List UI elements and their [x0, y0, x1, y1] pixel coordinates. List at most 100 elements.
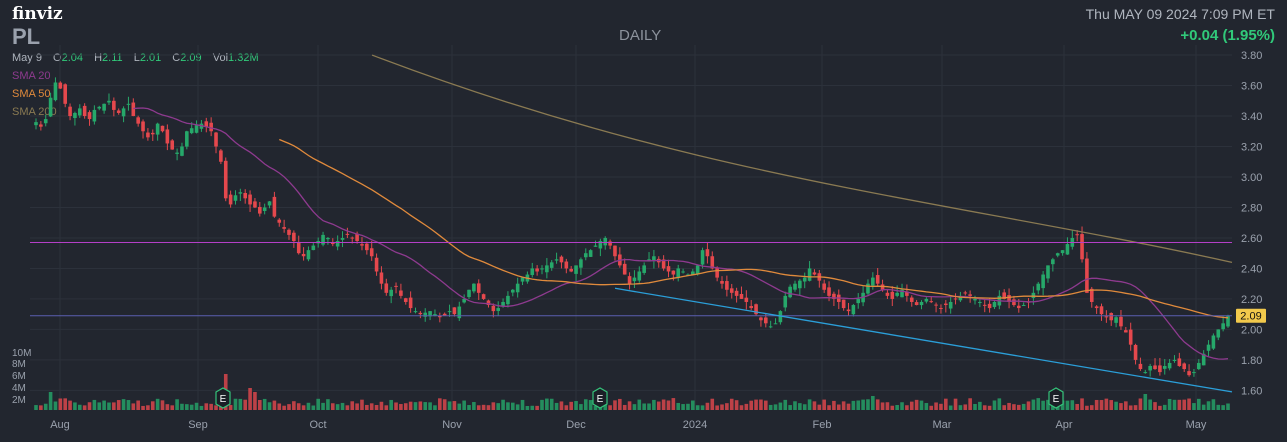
volume-bar: [267, 402, 272, 410]
candle-body: [749, 306, 753, 309]
candle-body: [914, 302, 919, 306]
volume-bar: [1109, 400, 1114, 410]
volume-tick-label: 8M: [12, 359, 26, 370]
volume-bar: [554, 402, 559, 410]
candle-body: [209, 122, 213, 132]
candle-body: [822, 283, 826, 290]
candle-body: [1226, 315, 1230, 327]
y-tick-label: 3.40: [1241, 111, 1262, 123]
candle-body: [185, 131, 189, 147]
volume-bar: [452, 401, 457, 410]
candle-body: [1036, 283, 1041, 291]
volume-tick-label: 4M: [12, 383, 26, 394]
volume-bar: [506, 402, 510, 410]
candle-body: [491, 305, 496, 312]
earnings-marker-label: E: [1053, 394, 1060, 405]
volume-bar: [287, 404, 291, 410]
finviz-logo[interactable]: finviz: [12, 4, 63, 24]
volume-bar: [107, 402, 111, 410]
candle-body: [472, 283, 476, 292]
volume-bar: [350, 401, 355, 410]
volume-bar: [700, 405, 705, 410]
earnings-marker: E: [215, 387, 231, 409]
x-tick-label: Nov: [442, 419, 462, 431]
candle-body: [579, 259, 583, 268]
y-tick-label: 2.00: [1241, 324, 1262, 336]
candle-body: [146, 132, 150, 138]
volume-bar: [155, 398, 160, 410]
candle-body: [374, 257, 379, 272]
legend-sma-50: SMA 50: [12, 88, 51, 100]
candle-body: [1007, 295, 1011, 302]
volume-bar: [515, 404, 520, 410]
volume-bar: [525, 405, 530, 410]
volume-bar: [895, 405, 899, 410]
candle-body: [447, 311, 452, 313]
volume-bar: [725, 403, 729, 410]
candle-body: [330, 242, 335, 245]
candle-body: [676, 268, 681, 279]
candle-body: [233, 195, 238, 201]
candle-body: [486, 300, 491, 306]
candle-body: [511, 289, 515, 293]
volume-bar: [535, 405, 539, 410]
candle-body: [1177, 358, 1182, 366]
candle-body: [832, 293, 836, 299]
y-tick-label: 3.20: [1241, 142, 1262, 154]
candle-body: [1162, 365, 1167, 369]
volume-bar: [593, 405, 598, 410]
volume-bar: [691, 400, 695, 410]
candle-body: [1016, 305, 1021, 309]
high-label: H: [94, 52, 103, 64]
candle-body: [1211, 335, 1216, 349]
candle-body: [389, 289, 393, 297]
candle-body: [428, 311, 432, 317]
candle-body: [340, 237, 345, 240]
candle-body: [1031, 292, 1036, 298]
volume-bar: [1046, 399, 1050, 410]
candle-body: [598, 241, 603, 249]
candle-body: [637, 271, 642, 281]
candle-body: [1167, 362, 1172, 369]
volume-bar: [1167, 398, 1172, 410]
volume-bar: [632, 404, 637, 410]
volume-bar: [73, 402, 77, 410]
volume-bar: [773, 404, 778, 410]
candle-body: [150, 132, 155, 135]
candle-body: [807, 268, 812, 281]
x-tick-label: Apr: [1055, 419, 1072, 431]
candle-body: [593, 245, 598, 247]
volume-bar: [992, 400, 997, 410]
candle-body: [248, 194, 252, 205]
candle-body: [841, 299, 846, 309]
candle-body: [871, 277, 875, 286]
volume-bar: [326, 399, 330, 410]
volume-bar: [136, 400, 140, 410]
volume-bar: [180, 403, 184, 410]
y-tick-label: 3.00: [1241, 172, 1262, 184]
volume-bar: [1012, 404, 1016, 410]
candle-body: [1104, 316, 1109, 318]
volume-bar: [763, 400, 768, 410]
candle-body: [574, 265, 578, 274]
volume-bar: [812, 401, 817, 410]
candle-body: [287, 229, 291, 235]
volume-bar: [1026, 401, 1031, 410]
volume-bar: [559, 401, 564, 410]
candle-body: [384, 283, 389, 293]
volume-bar: [369, 403, 374, 410]
candle-body: [238, 192, 243, 194]
volume-bar: [394, 402, 398, 410]
volume-bar: [48, 392, 53, 410]
volume-bar: [695, 405, 700, 410]
volume-bar: [428, 402, 432, 410]
candle-body: [1197, 362, 1201, 370]
volume-bar: [68, 400, 72, 410]
earnings-marker-label: E: [597, 394, 604, 405]
candle-body: [681, 271, 685, 273]
candle-body: [1192, 372, 1196, 374]
candle-body: [671, 270, 676, 275]
candle-body: [394, 285, 398, 287]
volume-bar: [744, 403, 749, 410]
candle-body: [773, 323, 778, 325]
